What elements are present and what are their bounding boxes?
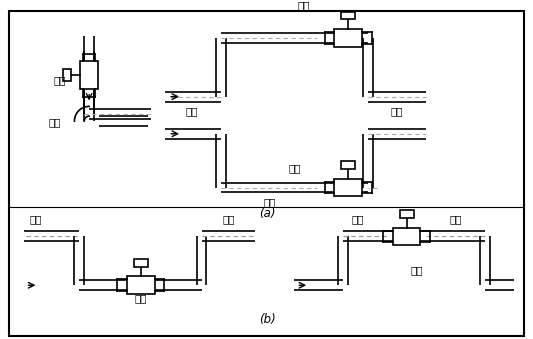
Bar — [400, 210, 414, 218]
Text: 液体: 液体 — [391, 106, 403, 116]
Text: 错误: 错误 — [410, 265, 423, 276]
Text: (a): (a) — [259, 207, 275, 220]
Text: 气泡: 气泡 — [449, 215, 462, 225]
Bar — [334, 179, 362, 196]
Bar — [334, 29, 362, 47]
Text: 气泡: 气泡 — [352, 215, 364, 225]
Text: 液体: 液体 — [185, 106, 198, 116]
Text: 正确: 正确 — [298, 1, 310, 11]
Bar — [63, 69, 70, 81]
Text: 正确: 正确 — [135, 293, 147, 303]
Text: 液体: 液体 — [49, 117, 61, 127]
Bar — [393, 227, 421, 245]
Text: 气泡: 气泡 — [29, 215, 42, 225]
Text: (b): (b) — [259, 313, 276, 326]
Bar — [80, 61, 98, 89]
Text: 错误: 错误 — [288, 163, 301, 173]
Text: 正确: 正确 — [53, 75, 66, 85]
Bar — [341, 161, 355, 169]
Bar — [134, 259, 148, 267]
Text: 气泡: 气泡 — [223, 215, 235, 225]
Text: 液体: 液体 — [264, 197, 276, 207]
Bar — [341, 12, 355, 19]
Bar — [127, 276, 155, 294]
